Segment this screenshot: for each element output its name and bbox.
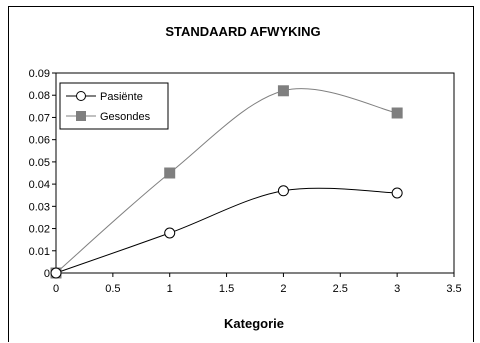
data-point-gesondes <box>277 85 289 97</box>
x-axis-title: Kategorie <box>224 316 284 331</box>
y-tick-label: 0.08 <box>29 90 50 102</box>
data-point-pasiente <box>164 227 176 239</box>
x-tick-label: 3.5 <box>446 283 461 295</box>
x-tick-label: 3 <box>394 283 400 295</box>
line-chart: STANDAARD AFWYKING 0 0.01 0.02 0.03 0.04 0.05… <box>29 24 462 331</box>
y-tick-label: 0.02 <box>29 224 50 236</box>
x-tick-label: 2.5 <box>333 283 348 295</box>
data-point-gesondes <box>391 107 403 119</box>
y-tick-label: 0.04 <box>29 179 50 191</box>
chart-title: STANDAARD AFWYKING <box>165 24 320 39</box>
y-tick-label: 0.01 <box>29 246 50 258</box>
legend-marker-pasiente <box>76 91 86 101</box>
legend-box <box>59 82 169 130</box>
y-tick-label: 0 <box>44 268 50 280</box>
y-tick-label: 0.03 <box>29 201 50 213</box>
y-tick-label: 0.06 <box>29 135 50 147</box>
series-line-gesondes <box>55 88 398 274</box>
plot-area: 0 0.01 0.02 0.03 0.04 0.05 0.06 0.07 0.08 0.09 0 0.… <box>29 68 462 295</box>
data-point-pasiente <box>391 187 403 199</box>
legend-label-pasiente: Pasiënte <box>100 91 143 103</box>
x-tick-label: 1.5 <box>219 283 234 295</box>
data-point-pasiente <box>277 185 289 197</box>
data-point-pasiente <box>50 267 62 279</box>
series-line-pasiente <box>55 187 398 274</box>
legend-marker-gesondes <box>76 111 86 121</box>
x-tick-label: 0 <box>53 283 59 295</box>
y-tick-label: 0.09 <box>29 68 50 80</box>
legend-label-gesondes: Gesondes <box>100 111 151 123</box>
chart-frame: STANDAARD AFWYKING 0 0.01 0.02 0.03 0.04 0.05… <box>8 6 474 342</box>
data-point-gesondes <box>164 167 176 179</box>
x-tick-label: 0.5 <box>105 283 120 295</box>
x-tick-label: 2 <box>280 283 286 295</box>
y-tick-label: 0.07 <box>29 112 50 124</box>
plot-area-border <box>55 72 455 274</box>
y-tick-label: 0.05 <box>29 157 50 169</box>
x-tick-label: 1 <box>167 283 173 295</box>
